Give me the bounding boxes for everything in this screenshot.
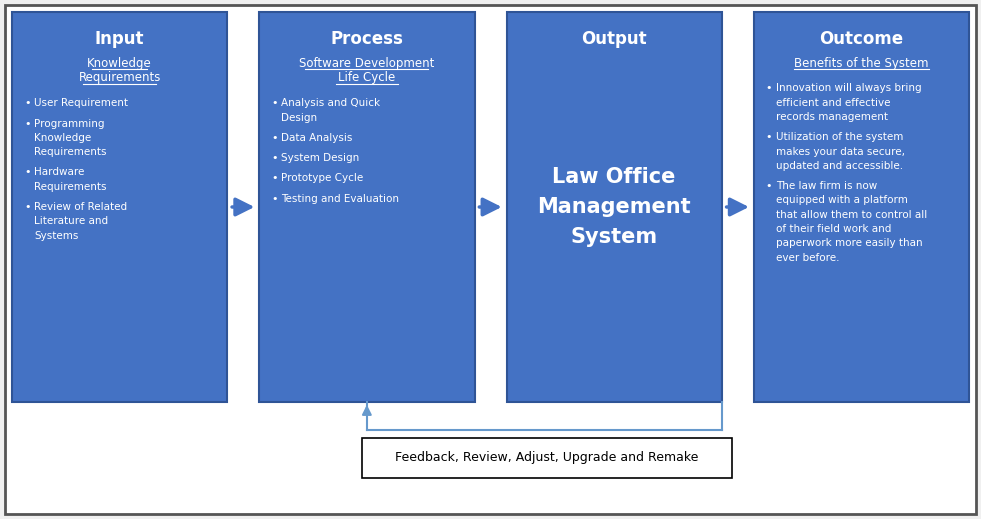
- FancyBboxPatch shape: [362, 438, 732, 478]
- Text: Output: Output: [582, 30, 646, 48]
- Text: Input: Input: [95, 30, 144, 48]
- Text: Software Development: Software Development: [299, 57, 435, 70]
- Text: Feedback, Review, Adjust, Upgrade and Remake: Feedback, Review, Adjust, Upgrade and Re…: [395, 452, 698, 465]
- Text: Testing and Evaluation: Testing and Evaluation: [282, 194, 399, 203]
- Text: Hardware: Hardware: [34, 168, 84, 177]
- Text: •: •: [766, 84, 772, 93]
- FancyBboxPatch shape: [12, 12, 228, 402]
- Text: Law Office
Management
System: Law Office Management System: [538, 168, 691, 247]
- Text: •: •: [272, 133, 278, 143]
- Text: Knowledge: Knowledge: [34, 133, 91, 143]
- Text: Requirements: Requirements: [78, 72, 161, 85]
- FancyBboxPatch shape: [259, 12, 475, 402]
- Text: Outcome: Outcome: [819, 30, 904, 48]
- Text: Utilization of the system: Utilization of the system: [776, 132, 904, 142]
- Text: Knowledge: Knowledge: [87, 57, 152, 70]
- Text: Requirements: Requirements: [34, 147, 107, 157]
- Text: of their field work and: of their field work and: [776, 224, 891, 234]
- Text: updated and accessible.: updated and accessible.: [776, 161, 903, 171]
- Text: Requirements: Requirements: [34, 182, 107, 192]
- Text: that allow them to control all: that allow them to control all: [776, 210, 927, 220]
- Text: Prototype Cycle: Prototype Cycle: [282, 173, 364, 183]
- Text: equipped with a platform: equipped with a platform: [776, 196, 907, 206]
- Text: paperwork more easily than: paperwork more easily than: [776, 238, 922, 248]
- Text: Systems: Systems: [34, 230, 78, 240]
- Text: Literature and: Literature and: [34, 216, 108, 226]
- Text: records management: records management: [776, 112, 888, 122]
- Text: Design: Design: [282, 113, 318, 122]
- Text: •: •: [766, 181, 772, 191]
- Text: •: •: [24, 202, 30, 212]
- Text: Benefits of the System: Benefits of the System: [795, 57, 929, 70]
- Text: User Requirement: User Requirement: [34, 98, 128, 108]
- Text: •: •: [272, 173, 278, 183]
- Text: makes your data secure,: makes your data secure,: [776, 146, 904, 157]
- Text: •: •: [24, 118, 30, 129]
- Text: Innovation will always bring: Innovation will always bring: [776, 84, 921, 93]
- Text: •: •: [272, 98, 278, 108]
- Text: Data Analysis: Data Analysis: [282, 133, 352, 143]
- Text: •: •: [272, 194, 278, 203]
- Text: Life Cycle: Life Cycle: [338, 72, 395, 85]
- Text: The law firm is now: The law firm is now: [776, 181, 877, 191]
- Text: efficient and effective: efficient and effective: [776, 98, 890, 108]
- Text: •: •: [24, 168, 30, 177]
- Text: •: •: [272, 153, 278, 163]
- Text: System Design: System Design: [282, 153, 359, 163]
- Text: Process: Process: [331, 30, 403, 48]
- FancyBboxPatch shape: [753, 12, 969, 402]
- Text: •: •: [24, 98, 30, 108]
- Text: Programming: Programming: [34, 118, 105, 129]
- Text: Review of Related: Review of Related: [34, 202, 128, 212]
- FancyBboxPatch shape: [506, 12, 722, 402]
- FancyBboxPatch shape: [5, 5, 976, 514]
- Text: Analysis and Quick: Analysis and Quick: [282, 98, 381, 108]
- Text: ever before.: ever before.: [776, 253, 840, 263]
- Text: •: •: [766, 132, 772, 142]
